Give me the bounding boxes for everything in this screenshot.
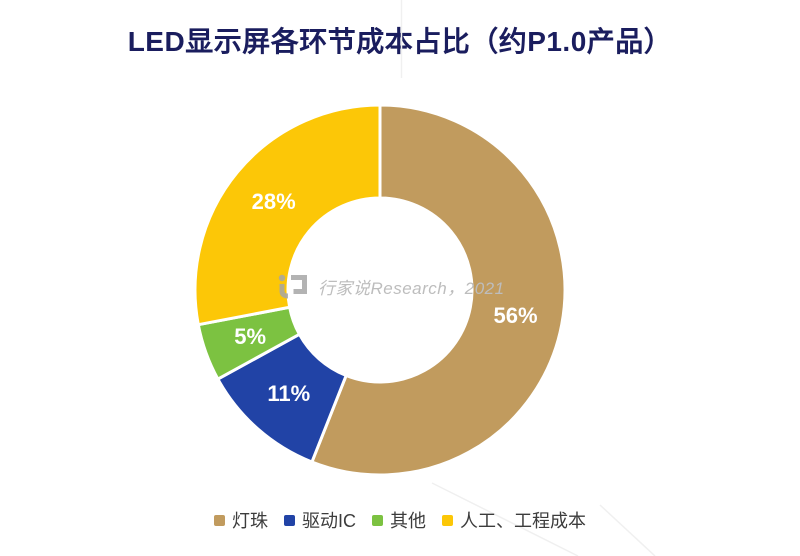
legend-swatch-icon [442,514,453,526]
pct-label-2: 5% [234,323,267,349]
legend-label: 驱动IC [302,511,356,531]
legend-item-1: 驱动IC [284,507,356,533]
faint-watermark-lines [400,0,656,556]
legend-swatch-icon [372,514,383,526]
legend-label: 人工、工程成本 [460,511,586,531]
legend-item-3: 人工、工程成本 [442,507,586,533]
legend-swatch-icon [214,514,225,526]
pct-label-1: 11% [267,380,311,406]
chart-title: LED显示屏各环节成本占比（约P1.0产品） [127,26,673,57]
pct-label-0: 56% [493,302,538,328]
legend-item-0: 灯珠 [214,507,268,533]
pie-segment-0 [309,103,567,477]
chart-legend: 灯珠 驱动IC 其他 人工、工程成本 [0,507,800,533]
pie-segment-3 [193,103,382,327]
pct-label-3: 28% [251,189,296,215]
legend-label: 其他 [390,511,426,531]
faint-line-2 [599,504,656,556]
legend-label: 灯珠 [232,511,268,531]
legend-item-2: 其他 [372,507,426,533]
faint-line-1 [431,482,579,556]
legend-swatch-icon [284,514,295,526]
donut-segments [193,103,567,477]
